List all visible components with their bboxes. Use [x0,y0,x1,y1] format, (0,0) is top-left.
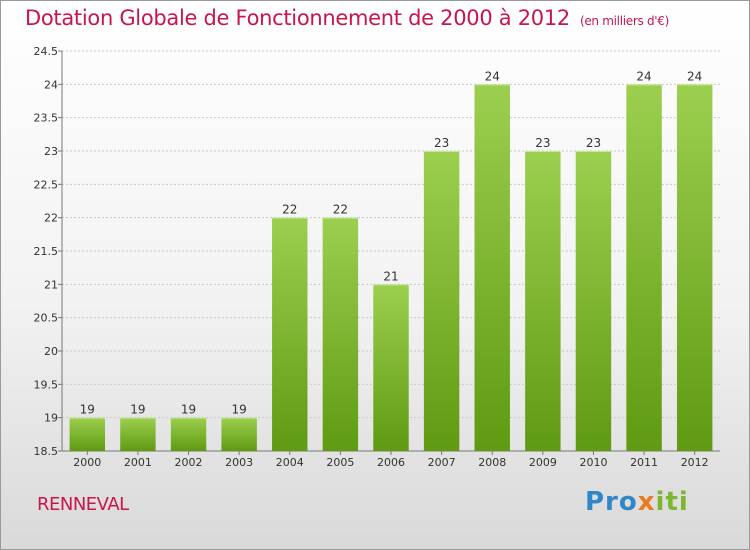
bar [120,417,156,451]
bar-data-label: 24 [687,69,702,83]
bar [322,217,359,451]
bar-data-label: 24 [636,69,651,83]
chart-title: Dotation Globale de Fonctionnement de 20… [25,6,669,30]
bar [525,151,561,451]
logo-part-2: x [637,487,656,517]
logo-part-3: iti [655,487,689,517]
y-tick-label: 23.5 [34,112,59,125]
x-tick-label: 2007 [428,456,456,469]
bar [474,84,510,451]
bar-data-label: 23 [586,136,601,150]
bar [272,217,308,451]
y-tick-label: 23 [44,145,58,158]
bar [676,84,713,451]
y-tick-label: 19 [44,412,58,425]
bar-data-label: 21 [383,269,398,283]
y-tick-label: 24 [44,78,58,91]
logo-part-1: Pro [585,487,638,517]
x-tick-label: 2003 [225,456,253,469]
y-tick-label: 20 [44,345,58,358]
bar-data-label: 24 [485,69,500,83]
x-tick-label: 2000 [73,456,101,469]
place-name: RENNEVAL [37,494,129,515]
y-tick-label: 18.5 [34,445,59,458]
x-tick-label: 2010 [579,456,607,469]
bar-data-label: 19 [181,403,196,417]
bar [373,284,409,451]
x-tick-label: 2002 [175,456,203,469]
chart-subtitle: (en milliers d'€) [579,14,669,28]
y-tick-label: 21 [44,278,58,291]
bar-data-label: 19 [232,403,247,417]
x-tick-label: 2005 [326,456,354,469]
bar-data-label: 19 [130,403,145,417]
chart-title-text: Dotation Globale de Fonctionnement de 20… [25,6,570,30]
x-tick-label: 2004 [276,456,304,469]
bar-data-label: 23 [535,136,550,150]
y-tick-label: 24.5 [34,45,59,58]
bar-data-label: 22 [333,203,348,217]
y-tick-label: 22.5 [34,178,59,191]
x-tick-label: 2012 [681,456,709,469]
y-tick-label: 22 [44,212,58,225]
bar-data-label: 19 [80,403,95,417]
y-tick-label: 21.5 [34,245,59,258]
bar-data-label: 23 [434,136,449,150]
bar-data-label: 22 [282,203,297,217]
bar [69,417,106,451]
bar [575,151,612,451]
bar [170,417,207,451]
bar [626,84,662,451]
bar [221,417,257,451]
x-tick-label: 2011 [630,456,658,469]
x-tick-label: 2008 [478,456,506,469]
y-tick-label: 19.5 [34,378,59,391]
x-tick-label: 2009 [529,456,557,469]
x-tick-label: 2006 [377,456,405,469]
proxiti-logo: Proxiti [585,487,689,517]
y-tick-label: 20.5 [34,312,59,325]
bar [423,151,460,451]
x-tick-label: 2001 [124,456,152,469]
